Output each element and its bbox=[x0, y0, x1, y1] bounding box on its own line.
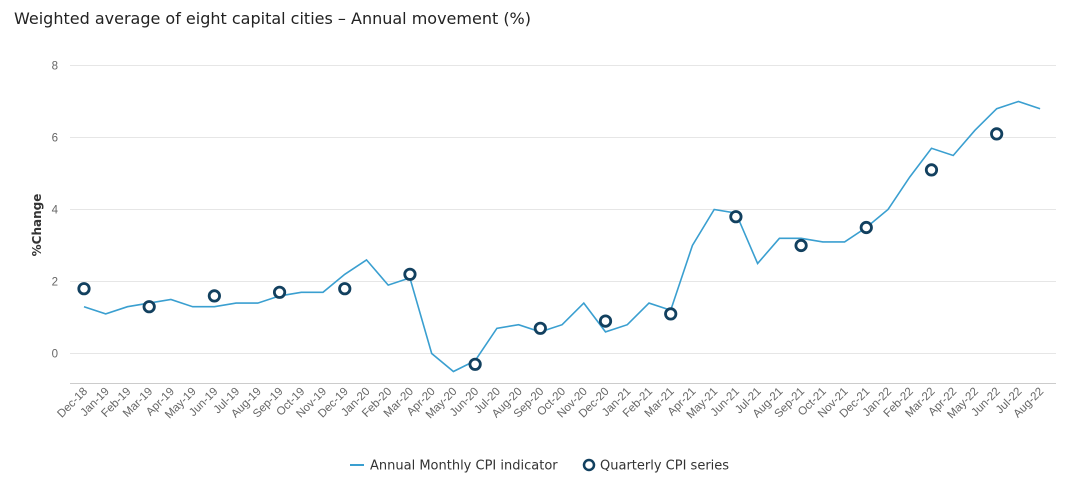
quarterly-cpi-marker[interactable] bbox=[207, 289, 221, 303]
y-tick-label: 2 bbox=[52, 277, 58, 289]
quarterly-cpi-marker[interactable] bbox=[533, 321, 547, 335]
quarterly-cpi-marker[interactable] bbox=[924, 163, 939, 177]
quarterly-cpi-marker[interactable] bbox=[664, 307, 678, 321]
chart-title: Weighted average of eight capital cities… bbox=[14, 9, 531, 28]
gridlines bbox=[70, 65, 1056, 384]
y-tick-label: 4 bbox=[52, 205, 59, 217]
y-tick-label: 8 bbox=[52, 61, 58, 73]
legend-item-quarterly[interactable]: Quarterly CPI series bbox=[582, 458, 729, 474]
quarterly-cpi-marker[interactable] bbox=[338, 282, 352, 296]
legend-marker-swatch bbox=[582, 458, 596, 472]
y-tick-label: 6 bbox=[52, 133, 58, 145]
legend-label-monthly: Annual Monthly CPI indicator bbox=[370, 459, 558, 474]
x-tick-labels: Dec-18Jan-19Feb-19Mar-19Apr-19May-19Jun-… bbox=[55, 386, 1046, 422]
quarterly-cpi-marker[interactable] bbox=[272, 285, 287, 299]
y-tick-label: 0 bbox=[52, 349, 58, 361]
y-axis-label: %Change bbox=[30, 194, 44, 257]
quarterly-cpi-marker[interactable] bbox=[794, 238, 808, 253]
legend-item-monthly[interactable]: Annual Monthly CPI indicator bbox=[350, 459, 558, 474]
quarterly-cpi-marker[interactable] bbox=[990, 127, 1004, 141]
legend-label-quarterly: Quarterly CPI series bbox=[600, 459, 729, 474]
quarterly-cpi-marker[interactable] bbox=[403, 267, 417, 281]
quarterly-cpi-marker[interactable] bbox=[729, 210, 743, 224]
quarterly-cpi-marker[interactable] bbox=[142, 300, 156, 314]
legend: Annual Monthly CPI indicator Quarterly C… bbox=[350, 459, 729, 474]
y-tick-labels: 0 2 4 6 8 bbox=[52, 61, 59, 361]
quarterly-cpi-marker[interactable] bbox=[468, 357, 482, 371]
series-line-monthly-cpi bbox=[83, 100, 1041, 373]
quarterly-cpi-marker[interactable] bbox=[77, 282, 91, 296]
quarterly-cpi-marker[interactable] bbox=[598, 314, 613, 328]
quarterly-cpi-marker[interactable] bbox=[859, 220, 873, 235]
series-markers-quarterly-cpi bbox=[77, 127, 1004, 371]
